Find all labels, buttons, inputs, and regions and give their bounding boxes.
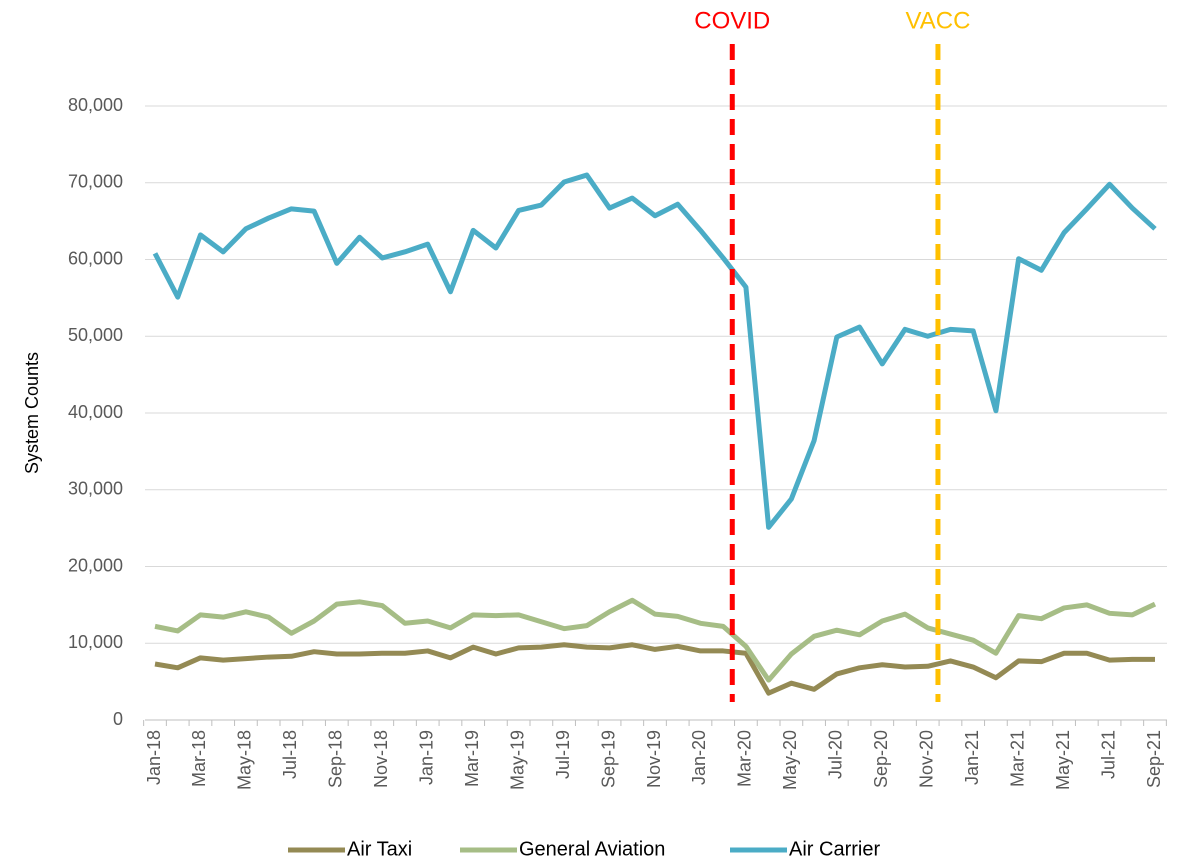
x-tick-label: May-20 (780, 730, 800, 790)
x-tick-label: Jul-21 (1098, 730, 1118, 779)
y-tick-label: 10,000 (68, 632, 123, 652)
y-tick-label: 0 (113, 709, 123, 729)
y-axis-label: System Counts (22, 352, 42, 474)
series-line (154, 642, 1155, 696)
x-tick-label: Nov-18 (371, 730, 391, 788)
y-tick-label: 70,000 (68, 172, 123, 192)
x-tick-label: Mar-21 (1007, 730, 1027, 787)
y-tick-label: 50,000 (68, 325, 123, 345)
x-tick-label: Jul-19 (553, 730, 573, 779)
legend-label: General Aviation (519, 838, 665, 860)
annotation-label: VACC (906, 7, 971, 34)
y-tick-label: 60,000 (68, 248, 123, 268)
x-tick-label: Nov-20 (916, 730, 936, 788)
x-tick-label: Jan-18 (144, 730, 164, 785)
x-tick-label: Sep-18 (326, 730, 346, 788)
y-tick-label: 80,000 (68, 95, 123, 115)
series-line (154, 597, 1157, 683)
y-tick-label: 30,000 (68, 479, 123, 499)
x-tick-label: May-18 (235, 730, 255, 790)
y-tick-label: 40,000 (68, 402, 123, 422)
x-tick-label: May-21 (1053, 730, 1073, 790)
x-tick-label: Mar-20 (735, 730, 755, 787)
x-tick-label: Jan-21 (962, 730, 982, 785)
x-tick-label: Nov-19 (644, 730, 664, 788)
series-line (152, 172, 1157, 530)
x-tick-label: Sep-21 (1144, 730, 1164, 788)
x-tick-label: Jan-20 (689, 730, 709, 785)
legend-label: Air Carrier (789, 838, 880, 860)
legend-label: Air Taxi (347, 838, 412, 860)
x-tick-label: Sep-20 (871, 730, 891, 788)
x-tick-label: Jul-20 (826, 730, 846, 779)
x-tick-label: Mar-19 (462, 730, 482, 787)
y-tick-label: 20,000 (68, 555, 123, 575)
x-tick-label: Jan-19 (416, 730, 436, 785)
x-tick-label: Jul-18 (280, 730, 300, 779)
annotation-label: COVID (694, 7, 770, 34)
x-tick-label: Sep-19 (598, 730, 618, 788)
x-tick-label: Mar-18 (189, 730, 209, 787)
x-tick-label: May-19 (507, 730, 527, 790)
